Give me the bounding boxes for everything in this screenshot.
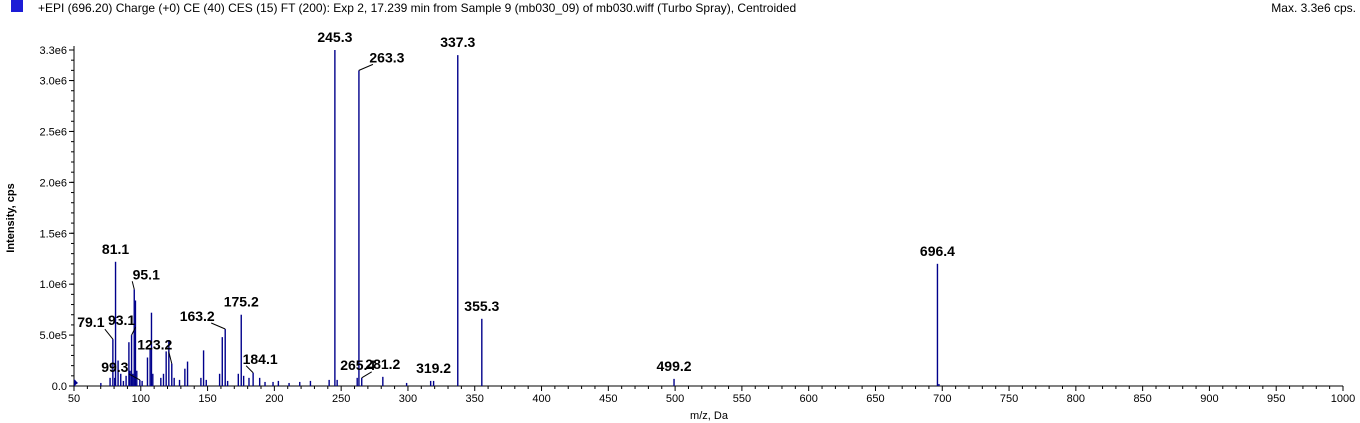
origin-marker (74, 379, 78, 386)
peak-label-leader (361, 371, 372, 379)
x-tick-label: 250 (332, 393, 350, 405)
y-tick-label: 3.0e6 (39, 76, 67, 88)
x-tick-label: 750 (1000, 393, 1018, 405)
peak-label: 265.4 (340, 357, 375, 373)
x-tick-label: 650 (866, 393, 884, 405)
y-tick-label: 2.0e6 (39, 177, 67, 189)
y-tick-label: 1.0e6 (39, 279, 67, 291)
x-tick-label: 900 (1200, 393, 1218, 405)
peak-label: 499.2 (657, 358, 692, 374)
y-tick-label: 2.5e6 (39, 126, 67, 138)
x-tick-label: 400 (532, 393, 550, 405)
y-tick-label: 0.0 (52, 381, 67, 393)
peak-label-leader (104, 328, 114, 340)
peak-label: 163.2 (180, 308, 215, 324)
x-tick-label: 950 (1267, 393, 1285, 405)
peak-label: 281.2 (365, 356, 400, 372)
peak-label: 123.2 (137, 337, 172, 353)
legend-square (11, 0, 23, 12)
x-tick-label: 50 (68, 393, 80, 405)
peak-label: 263.3 (369, 49, 404, 65)
x-tick-label: 200 (265, 393, 283, 405)
x-axis-title: m/z, Da (690, 410, 729, 422)
x-tick-label: 1000 (1331, 393, 1355, 405)
peak-label: 355.3 (464, 298, 499, 314)
peak-label: 319.2 (416, 360, 451, 376)
x-tick-label: 700 (933, 393, 951, 405)
peak-label: 175.2 (224, 294, 259, 310)
peak-label-leader (211, 322, 226, 330)
peak-label-leader (131, 281, 135, 290)
peak-label-leader (245, 365, 254, 374)
peak-labels: 79.1 81.1 93.1 95.1 99.3 123.2 163.2 175.2 184.1… (77, 29, 955, 381)
x-tick-label: 150 (198, 393, 216, 405)
peak-label: 245.3 (317, 29, 352, 45)
x-tick-label: 600 (800, 393, 818, 405)
x-tick-label: 300 (399, 393, 417, 405)
peak-label-leader (131, 326, 137, 336)
x-tick-label: 100 (132, 393, 150, 405)
y-axis-title: Intensity, cps (5, 183, 17, 252)
y-tick-label: 3.3e6 (39, 45, 67, 57)
peak-label: 81.1 (102, 241, 129, 257)
ticks: 50 100 150 200 250 300 350 400 450 500 550 600 650 70… (39, 45, 1355, 405)
peak-label: 337.3 (440, 34, 475, 50)
x-tick-label: 450 (599, 393, 617, 405)
x-tick-label: 550 (733, 393, 751, 405)
peak-label: 95.1 (133, 266, 160, 282)
chart-title: +EPI (696.20) Charge (+0) CE (40) CES (1… (38, 1, 796, 15)
x-tick-label: 800 (1067, 393, 1085, 405)
peak-label-leader (168, 351, 173, 364)
x-tick-label: 850 (1133, 393, 1151, 405)
peak-label-leader (358, 63, 374, 71)
peaks (73, 50, 940, 386)
peak-label-leader (128, 373, 141, 381)
y-tick-label: 5.0e5 (39, 330, 67, 342)
peak-label: 696.4 (920, 243, 955, 259)
max-intensity-label: Max. 3.3e6 cps. (1271, 1, 1356, 15)
x-tick-label: 350 (466, 393, 484, 405)
x-tick-label: 500 (666, 393, 684, 405)
y-tick-label: 1.5e6 (39, 228, 67, 240)
peak-label: 93.1 (108, 312, 135, 328)
peak-label: 79.1 (77, 314, 104, 330)
peak-label: 99.3 (101, 359, 128, 375)
peak-label: 184.1 (243, 351, 278, 367)
axes (73, 46, 1343, 387)
